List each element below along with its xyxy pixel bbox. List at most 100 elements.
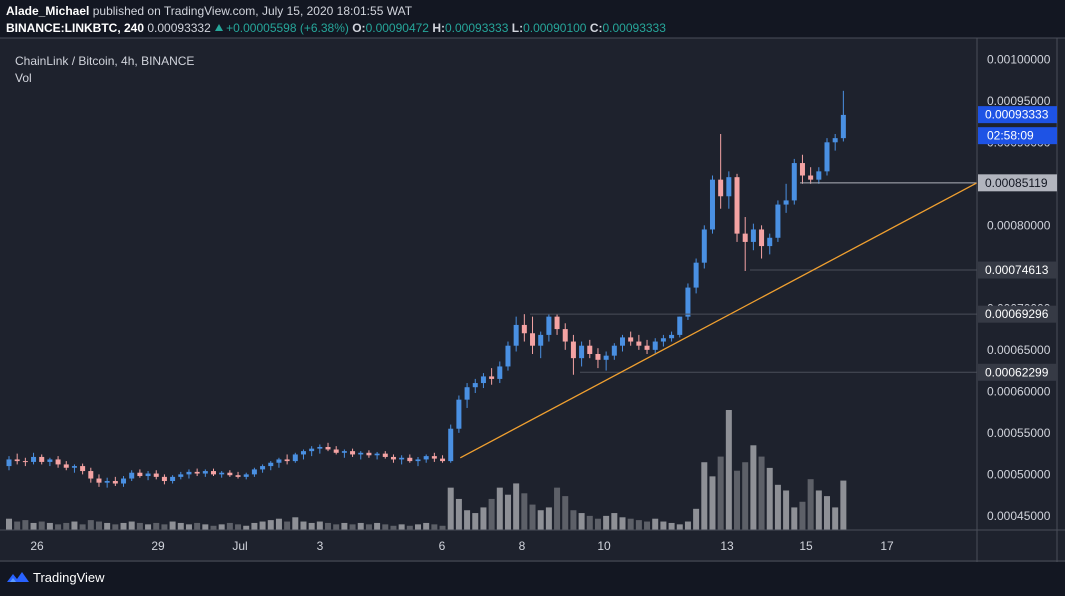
tradingview-brand[interactable]: TradingView — [33, 570, 105, 585]
candle-body — [660, 338, 666, 342]
price-tick-label: 0.00065000 — [987, 343, 1051, 357]
candle-body — [366, 452, 372, 456]
footer: TradingView — [0, 562, 1065, 596]
candle-body — [652, 341, 658, 350]
candle-body — [783, 200, 789, 205]
candle-body — [636, 341, 642, 346]
volume-bar — [824, 496, 830, 530]
candle-body — [341, 451, 347, 453]
candle-body — [775, 204, 781, 238]
candle-body — [284, 459, 290, 462]
volume-label: Vol — [15, 71, 32, 85]
volume-bar — [22, 520, 29, 530]
volume-bar — [717, 456, 724, 530]
low-label: L: — [511, 21, 524, 35]
candle-body — [505, 345, 511, 367]
volume-bar — [570, 510, 577, 530]
high-label: H: — [432, 21, 445, 35]
volume-bar — [406, 525, 413, 530]
volume-bar — [586, 515, 593, 530]
trendline[interactable] — [459, 182, 978, 459]
candle-body — [96, 478, 102, 483]
candle-body — [734, 177, 740, 234]
candle-body — [55, 459, 61, 465]
volume-bar — [807, 479, 814, 530]
price-change: +0.00005598 (+6.38%) — [226, 21, 349, 35]
volume-bar — [815, 490, 822, 530]
candle-body — [816, 171, 822, 180]
date-tick-label: 3 — [317, 539, 324, 553]
volume-bar — [603, 515, 610, 530]
candle-body — [718, 179, 724, 197]
volume-bar — [202, 524, 209, 530]
candle-body — [268, 462, 274, 467]
close-value: 0.00093333 — [602, 21, 666, 35]
price-chart[interactable]: 0.001000000.000950000.000900000.00085000… — [0, 0, 1065, 562]
price-label-box — [978, 127, 1057, 145]
candle-body — [530, 333, 536, 346]
volume-bar — [145, 524, 152, 530]
volume-bar — [398, 524, 405, 530]
candle-body — [808, 175, 814, 180]
volume-bar — [136, 522, 143, 530]
candle-body — [480, 376, 486, 384]
candle-body — [276, 459, 282, 463]
time-axis[interactable]: 26 29 Jul 3 6 8 10 13 15 17 — [30, 539, 894, 553]
candle-body — [399, 457, 405, 460]
volume-bar — [832, 507, 839, 530]
volume-bar — [750, 445, 757, 530]
price-label-box — [978, 363, 1057, 381]
volume-bar — [390, 525, 397, 530]
volume-bar — [766, 467, 773, 530]
date-tick-label: 29 — [151, 539, 165, 553]
price-tick-label: 0.00080000 — [987, 218, 1051, 232]
candle-body — [554, 316, 560, 330]
volume-bar — [284, 521, 291, 530]
candle-body — [628, 337, 634, 342]
price-label-box — [978, 261, 1057, 279]
candle-body — [456, 399, 462, 429]
price-label-box — [978, 106, 1057, 124]
last-price: 0.00093332 — [147, 21, 211, 35]
volume-bar — [177, 522, 184, 530]
candle-body — [137, 472, 143, 477]
volume-bar — [464, 510, 471, 530]
volume-bar — [161, 524, 168, 530]
volume-bar — [840, 480, 847, 530]
candle-body — [521, 324, 527, 334]
volume-bar — [243, 525, 250, 530]
candle-body — [39, 456, 45, 462]
volume-bar — [194, 522, 201, 530]
candle-body — [227, 472, 233, 476]
volume-bar — [545, 507, 552, 530]
tradingview-logo-icon[interactable] — [7, 570, 29, 586]
price-label-text: 0.00069296 — [985, 307, 1049, 321]
price-tick-label: 0.00050000 — [987, 467, 1051, 481]
volume-bar — [504, 494, 511, 530]
date-tick-label: 6 — [439, 539, 446, 553]
volume-bar — [554, 487, 561, 530]
volume-bar — [447, 487, 454, 530]
candle-body — [759, 229, 765, 247]
author-name[interactable]: Alade_Michael — [6, 4, 90, 18]
volume-bar — [611, 513, 618, 530]
candle-body — [701, 229, 707, 263]
volume-bar — [14, 521, 21, 530]
candle-body — [685, 287, 691, 317]
candle-body — [71, 466, 77, 468]
volume-bar — [709, 476, 716, 530]
symbol-ohlc-line: BINANCE:LINKBTC, 240 0.00093332 +0.00005… — [6, 20, 666, 36]
volume-bar — [112, 524, 119, 530]
candle-body — [513, 324, 519, 346]
candle-body — [333, 449, 339, 453]
price-label-box — [978, 174, 1057, 192]
volume-bar — [496, 487, 503, 530]
candle-body — [14, 459, 20, 462]
volume-bar — [349, 524, 356, 530]
volume-bar — [104, 522, 111, 530]
volume-bar — [341, 522, 348, 530]
volume-bars — [6, 410, 847, 530]
price-tick-label: 0.00045000 — [987, 509, 1051, 523]
symbol-label[interactable]: BINANCE:LINKBTC, 240 — [6, 21, 145, 35]
volume-bar — [635, 520, 642, 530]
